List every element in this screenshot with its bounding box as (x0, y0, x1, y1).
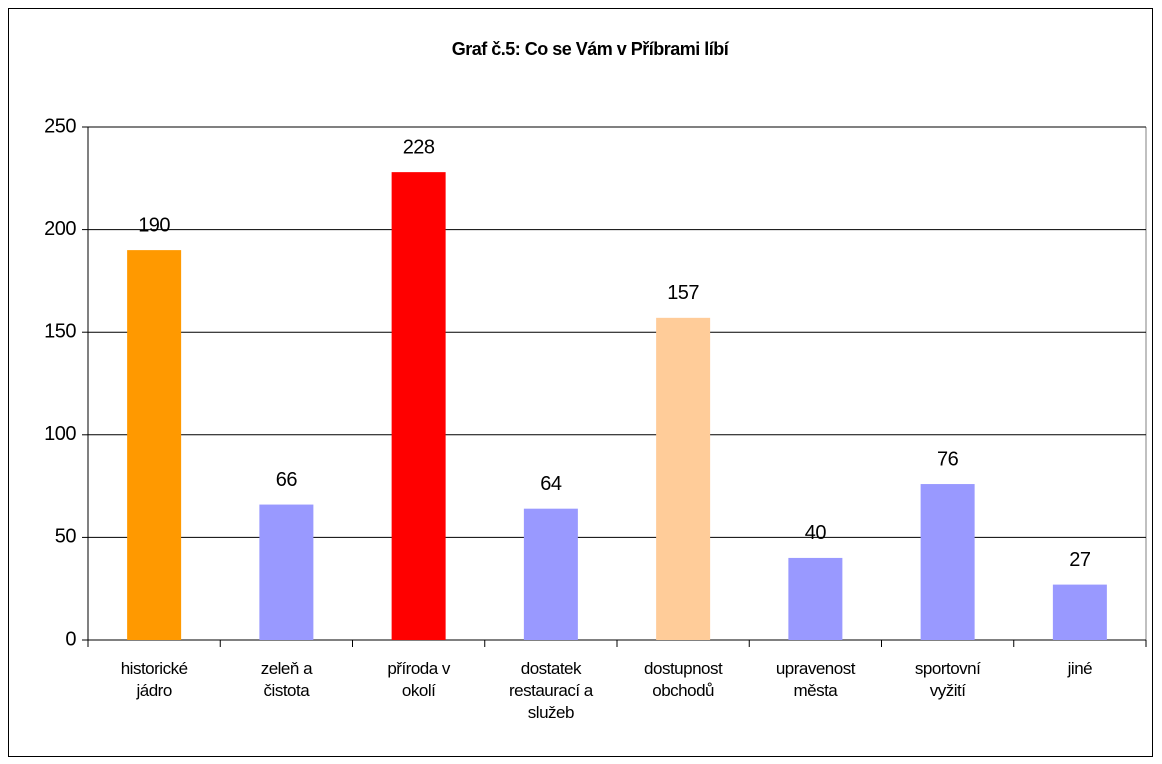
x-tick-label: sportovní vyžití (914, 659, 981, 700)
x-tick-label: upravenost města (775, 659, 856, 700)
data-label: 228 (403, 136, 435, 158)
chart-title: Graf č.5: Co se Vám v Příbrami líbí (452, 39, 730, 59)
y-tick-label: 100 (44, 423, 76, 445)
data-label: 157 (667, 282, 699, 304)
data-label: 66 (276, 469, 298, 491)
y-tick-label: 250 (44, 115, 76, 137)
bar (1052, 584, 1107, 640)
x-tick-label: jiné (1067, 659, 1093, 678)
bar (127, 250, 182, 640)
x-tick-label: dostatek restaurací a služeb (508, 659, 593, 722)
y-tick-label: 150 (44, 320, 76, 342)
x-tick-label: historické jádro (120, 659, 188, 700)
y-tick-label: 50 (55, 526, 77, 548)
data-label: 27 (1069, 549, 1091, 571)
y-tick-label: 200 (44, 218, 76, 240)
bar (523, 508, 578, 640)
data-label: 64 (540, 473, 562, 495)
x-tick-label: příroda v okolí (387, 659, 450, 700)
data-label: 190 (138, 214, 170, 236)
bar (656, 317, 711, 640)
bar (391, 172, 446, 641)
bar (788, 557, 843, 640)
x-tick-label: zeleň a čistota (260, 659, 313, 700)
y-tick-label: 0 (65, 628, 76, 650)
data-label: 40 (805, 522, 827, 544)
bar (259, 504, 314, 640)
x-tick-label: dostupnost obchodů (644, 659, 723, 700)
data-label: 76 (937, 448, 959, 470)
bar (920, 484, 975, 640)
